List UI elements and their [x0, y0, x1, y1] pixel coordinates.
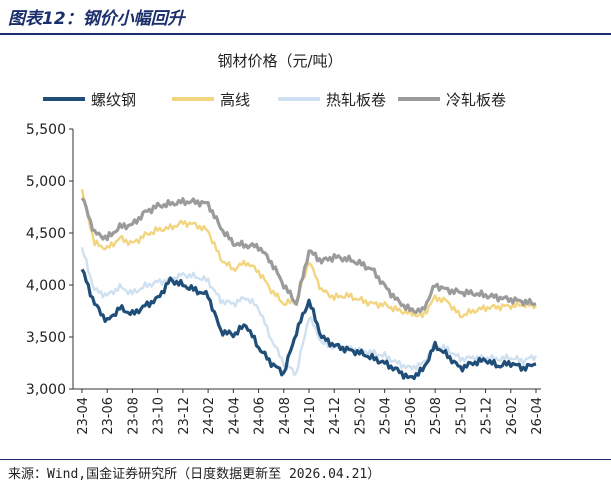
- x-tick-label: 25-02: [353, 397, 368, 435]
- legend-label-2: 高线: [220, 91, 250, 109]
- x-tick-label: 23-06: [101, 397, 116, 435]
- x-tick-label: 25-12: [480, 397, 495, 435]
- x-tick-label: 23-12: [177, 397, 192, 435]
- x-tick-label: 23-04: [76, 397, 91, 435]
- title-rule: [0, 33, 611, 35]
- x-tick-label: 23-08: [126, 397, 141, 435]
- y-tick-label: 4,500: [26, 226, 66, 242]
- chart-title: 钢材价格（元/吨）: [217, 52, 342, 70]
- legend-label-4: 冷轧板卷: [446, 91, 506, 109]
- y-tick-label: 5,000: [26, 174, 66, 190]
- y-tick-label: 4,000: [26, 278, 66, 294]
- legend-label-3: 热轧板卷: [326, 91, 386, 109]
- series-line-1: [80, 268, 537, 381]
- x-tick-label: 25-04: [379, 397, 394, 435]
- series-line-2: [80, 188, 537, 319]
- series-lines: [80, 188, 538, 381]
- x-tick-label: 25-08: [429, 397, 444, 435]
- legend: 螺纹钢 高线 热轧板卷 冷轧板卷: [43, 91, 506, 109]
- source-note: 来源：Wind,国金证券研究所（日度数据更新至 2026.04.21）: [8, 467, 381, 482]
- x-tick-label: 25-06: [404, 397, 419, 435]
- x-tick-label: 26-04: [530, 397, 545, 435]
- x-tick-label: 24-04: [227, 397, 242, 435]
- series-line-4: [80, 197, 537, 315]
- y-tick-label: 5,500: [26, 122, 66, 138]
- x-tick-label: 24-12: [328, 397, 343, 435]
- x-tick-label: 23-10: [152, 397, 167, 435]
- series-line-3: [80, 247, 538, 377]
- x-tick-label: 24-06: [253, 397, 268, 435]
- x-tick-label: 25-10: [454, 397, 469, 435]
- x-tick-label: 24-10: [303, 397, 318, 435]
- legend-label-1: 螺纹钢: [91, 91, 136, 109]
- figure-title: 图表12：钢价小幅回升: [8, 9, 185, 29]
- x-tick-label: 24-08: [278, 397, 293, 435]
- y-tick-label: 3,000: [26, 382, 66, 398]
- bottom-rule: [0, 459, 611, 460]
- axes: 3,000 3,500 4,000 4,500 5,000 5,500 23-04 23-06…: [26, 122, 545, 435]
- y-tick-label: 3,500: [26, 330, 66, 346]
- x-tick-label: 24-02: [202, 397, 217, 435]
- steel-price-chart: 钢材价格（元/吨） 螺纹钢 高线 热轧板卷 冷轧板卷 3,000 3,500 4,000 4…: [26, 52, 545, 435]
- x-tick-label: 26-02: [505, 397, 520, 435]
